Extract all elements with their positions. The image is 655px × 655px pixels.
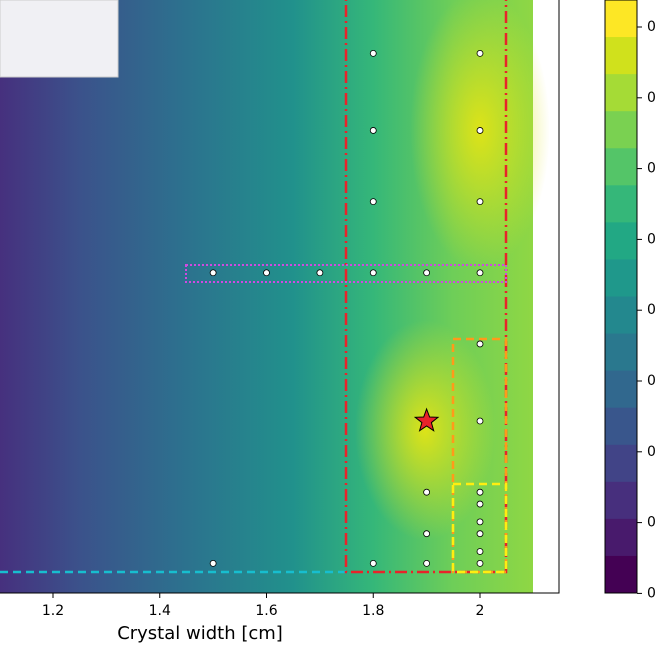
colorbar-level <box>605 333 637 372</box>
x-tick-label: 1.4 <box>149 603 171 619</box>
sample-point <box>423 488 431 496</box>
colorbar-level <box>605 481 637 520</box>
sample-point <box>316 269 324 277</box>
colorbar-level <box>605 444 637 483</box>
sample-point <box>476 548 484 555</box>
sample-point <box>476 518 484 526</box>
sample-point <box>423 559 431 567</box>
x-tick-label: 1.2 <box>42 603 64 619</box>
sample-point <box>423 530 431 538</box>
sample-point <box>476 269 484 277</box>
colorbar-frame <box>604 0 638 594</box>
sample-point <box>476 127 484 134</box>
colorbar-level <box>605 259 637 297</box>
colorbar-level <box>605 185 637 223</box>
sample-point <box>369 49 377 57</box>
colorbar-level <box>605 148 637 186</box>
colorbar-level <box>605 555 637 594</box>
colorbar-level <box>605 370 637 409</box>
sample-point <box>476 198 484 206</box>
sample-point <box>369 127 377 134</box>
colorbar-level <box>605 74 637 112</box>
sample-point <box>209 559 217 567</box>
sample-point <box>209 269 217 277</box>
best-point <box>413 407 440 432</box>
region-box <box>451 482 508 574</box>
colorbar-level <box>605 296 637 335</box>
x-tick-label: 1.8 <box>362 603 384 619</box>
colorbar-tick-label: 0 <box>647 373 655 389</box>
colorbar-level <box>605 37 637 75</box>
sample-point <box>476 500 484 508</box>
region-box <box>451 337 508 574</box>
legend-box <box>0 0 119 78</box>
x-axis-label: Crystal width [cm] <box>117 623 283 644</box>
colorbar-tick-label: 0 <box>647 515 655 531</box>
sample-point <box>476 530 484 538</box>
sample-point <box>369 559 377 567</box>
sample-point <box>476 340 484 348</box>
colorbar-tick-label: 0 <box>647 444 655 460</box>
contour-peak <box>410 0 550 270</box>
colorbar-tick-label: 0 <box>647 90 655 106</box>
colorbar-level <box>605 518 637 557</box>
colorbar-level <box>605 407 637 446</box>
sample-point <box>369 269 377 277</box>
sample-point <box>263 269 270 277</box>
contour-peak <box>355 320 495 540</box>
colorbar-tick-label: 0 <box>647 302 655 318</box>
region-box <box>344 0 508 574</box>
region-box <box>185 264 507 283</box>
colorbar-tick-label: 0 <box>647 231 655 247</box>
sample-point <box>476 417 484 425</box>
colorbar-level <box>605 222 637 260</box>
sample-point <box>369 198 377 206</box>
colorbar-level <box>605 0 637 38</box>
colorbar-tick-label: 0 <box>647 585 655 601</box>
sample-point <box>476 559 484 567</box>
colorbar-tick-label: 0 <box>647 19 655 35</box>
x-tick-label: 2 <box>476 603 485 619</box>
plot-frame <box>0 0 560 594</box>
colorbar-level <box>605 111 637 149</box>
sample-point <box>476 488 484 496</box>
x-tick-label: 1.6 <box>255 603 277 619</box>
colorbar-tick-label: 0 <box>647 161 655 177</box>
sample-point <box>476 49 484 57</box>
sample-point <box>423 269 431 277</box>
